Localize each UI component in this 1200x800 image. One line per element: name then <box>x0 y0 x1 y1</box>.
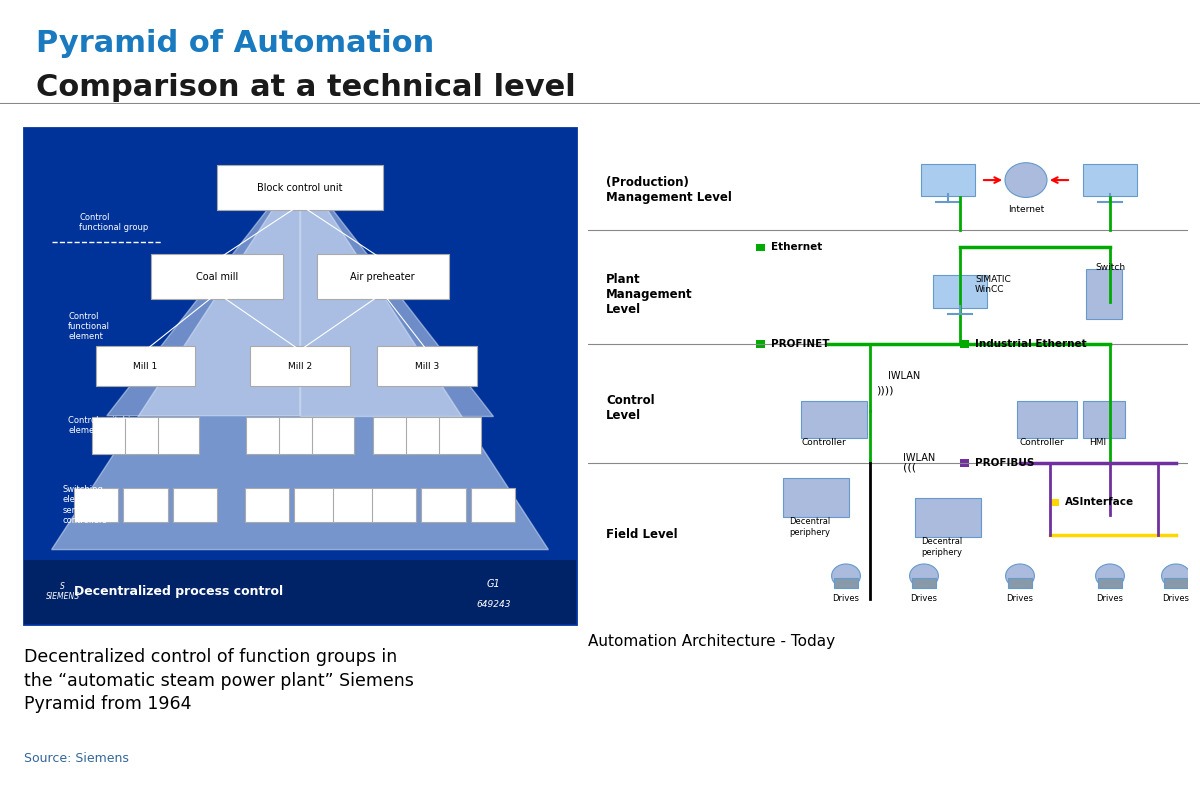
Text: Decentral
periphery: Decentral periphery <box>790 518 830 537</box>
Text: Mill 1: Mill 1 <box>133 362 157 370</box>
Text: IWLAN: IWLAN <box>888 371 920 381</box>
FancyBboxPatch shape <box>317 254 449 299</box>
FancyBboxPatch shape <box>439 417 481 454</box>
FancyBboxPatch shape <box>294 488 338 522</box>
FancyBboxPatch shape <box>173 488 217 522</box>
FancyBboxPatch shape <box>151 254 283 299</box>
FancyBboxPatch shape <box>96 346 196 386</box>
Text: (Production)
Management Level: (Production) Management Level <box>606 176 732 204</box>
Text: Pyramid of Automation: Pyramid of Automation <box>36 29 434 58</box>
FancyBboxPatch shape <box>1008 578 1032 588</box>
Text: Controller: Controller <box>1020 438 1064 447</box>
Text: Internet: Internet <box>1008 205 1044 214</box>
FancyBboxPatch shape <box>251 346 349 386</box>
FancyBboxPatch shape <box>1086 270 1122 319</box>
FancyBboxPatch shape <box>125 417 166 454</box>
FancyBboxPatch shape <box>834 578 858 588</box>
Text: Control
functional group: Control functional group <box>79 213 149 232</box>
Text: Field Level: Field Level <box>606 528 678 542</box>
Text: Mill 3: Mill 3 <box>415 362 439 370</box>
FancyBboxPatch shape <box>934 275 986 308</box>
Text: Block control unit: Block control unit <box>257 182 343 193</box>
FancyBboxPatch shape <box>1084 401 1126 438</box>
FancyBboxPatch shape <box>922 164 974 197</box>
FancyBboxPatch shape <box>960 459 970 466</box>
Text: (((: ((( <box>904 462 916 473</box>
FancyBboxPatch shape <box>312 417 354 454</box>
Text: Coal mill: Coal mill <box>196 272 239 282</box>
FancyBboxPatch shape <box>756 243 766 251</box>
Text: Plant
Management
Level: Plant Management Level <box>606 273 692 316</box>
FancyBboxPatch shape <box>1018 401 1078 438</box>
Text: PROFINET: PROFINET <box>772 338 829 349</box>
FancyBboxPatch shape <box>373 417 414 454</box>
FancyBboxPatch shape <box>1164 578 1188 588</box>
Text: Comparison at a technical level: Comparison at a technical level <box>36 73 576 102</box>
Text: HMI: HMI <box>1090 438 1106 447</box>
Text: Switching
elements,
sensors,
controllers: Switching elements, sensors, controllers <box>62 485 107 525</box>
Text: Drives: Drives <box>1097 594 1123 602</box>
Polygon shape <box>107 168 300 416</box>
FancyBboxPatch shape <box>960 340 970 348</box>
Text: S
SIEMENS: S SIEMENS <box>46 582 79 602</box>
FancyBboxPatch shape <box>912 578 936 588</box>
Text: 649243: 649243 <box>476 600 510 609</box>
FancyBboxPatch shape <box>245 488 289 522</box>
Text: IWLAN: IWLAN <box>904 453 935 463</box>
Text: Controller: Controller <box>802 438 846 447</box>
FancyBboxPatch shape <box>472 488 515 522</box>
Circle shape <box>910 564 938 588</box>
FancyBboxPatch shape <box>916 498 982 538</box>
Polygon shape <box>52 168 548 550</box>
Text: Decentralized process control: Decentralized process control <box>74 586 283 598</box>
FancyBboxPatch shape <box>91 417 133 454</box>
Text: G1: G1 <box>486 579 500 590</box>
Text: Automation Architecture - Today: Automation Architecture - Today <box>588 634 835 649</box>
Circle shape <box>1006 564 1034 588</box>
Text: Drives: Drives <box>833 594 859 602</box>
Text: Control switching
element: Control switching element <box>68 416 142 435</box>
Text: Switch: Switch <box>1094 263 1126 272</box>
Text: Decentral
periphery: Decentral periphery <box>922 538 962 557</box>
FancyBboxPatch shape <box>158 417 199 454</box>
Text: Control
functional
element: Control functional element <box>68 311 110 342</box>
Text: Source: Siemens: Source: Siemens <box>24 752 128 765</box>
FancyBboxPatch shape <box>24 559 576 624</box>
FancyBboxPatch shape <box>24 128 576 624</box>
Text: Mill 2: Mill 2 <box>288 362 312 370</box>
Text: Industrial Ethernet: Industrial Ethernet <box>974 338 1087 349</box>
Circle shape <box>1162 564 1190 588</box>
FancyBboxPatch shape <box>756 340 766 348</box>
Text: Air preheater: Air preheater <box>350 272 415 282</box>
FancyBboxPatch shape <box>377 346 476 386</box>
Text: Drives: Drives <box>911 594 937 602</box>
Circle shape <box>1096 564 1124 588</box>
Text: SIMATIC
WinCC: SIMATIC WinCC <box>974 274 1010 294</box>
Text: ASInterface: ASInterface <box>1066 498 1134 507</box>
FancyBboxPatch shape <box>372 488 416 522</box>
FancyBboxPatch shape <box>280 417 320 454</box>
FancyBboxPatch shape <box>802 401 866 438</box>
Polygon shape <box>300 168 493 416</box>
Text: PROFIBUS: PROFIBUS <box>974 458 1034 468</box>
FancyBboxPatch shape <box>217 166 383 210</box>
FancyBboxPatch shape <box>407 417 448 454</box>
Text: Control
Level: Control Level <box>606 394 655 422</box>
Text: Drives: Drives <box>1163 594 1189 602</box>
FancyBboxPatch shape <box>784 478 850 518</box>
FancyBboxPatch shape <box>1098 578 1122 588</box>
FancyBboxPatch shape <box>73 488 118 522</box>
Text: Decentralized control of function groups in
the “automatic steam power plant” Si: Decentralized control of function groups… <box>24 648 414 714</box>
FancyBboxPatch shape <box>1084 164 1138 197</box>
Text: Drives: Drives <box>1007 594 1033 602</box>
FancyBboxPatch shape <box>246 417 288 454</box>
FancyBboxPatch shape <box>334 488 377 522</box>
Circle shape <box>832 564 860 588</box>
Text: Ethernet: Ethernet <box>772 242 822 252</box>
Circle shape <box>1006 162 1046 198</box>
FancyBboxPatch shape <box>1050 499 1060 506</box>
FancyBboxPatch shape <box>421 488 466 522</box>
FancyBboxPatch shape <box>124 488 168 522</box>
Text: )))): )))) <box>876 386 894 396</box>
